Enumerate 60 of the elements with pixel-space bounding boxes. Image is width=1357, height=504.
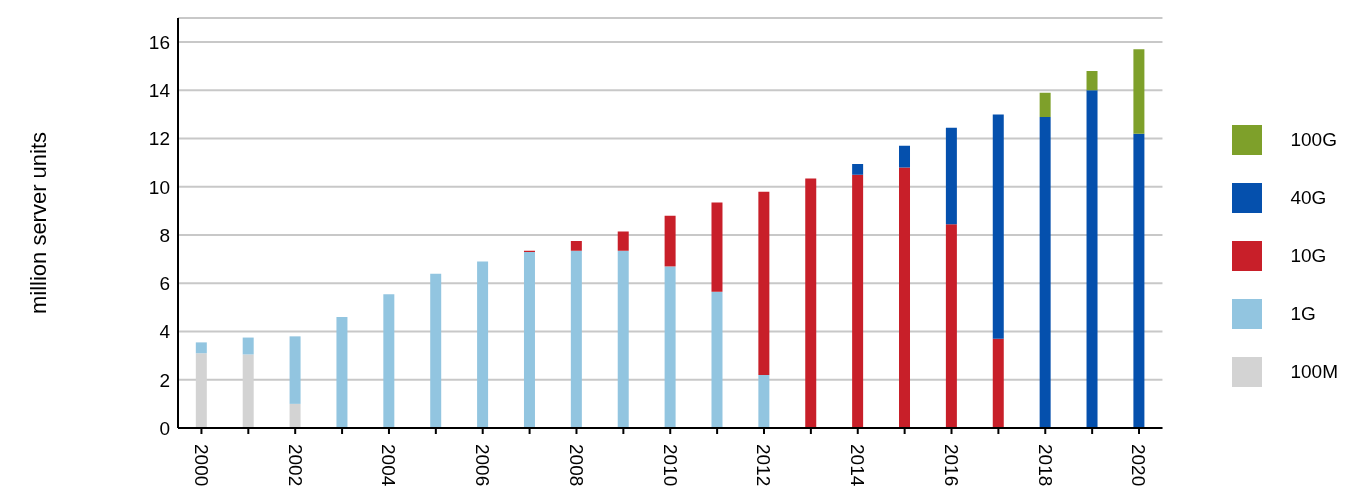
bar [992,114,1004,339]
bar [852,163,864,175]
y-tick-label: 4 [159,321,171,343]
x-tick-label: 2006 [472,444,494,487]
bar [758,374,770,428]
x-tick-label: 2016 [940,444,962,487]
bar [664,215,676,267]
bar [711,202,723,292]
bar [430,273,442,428]
bar [1086,71,1098,91]
y-tick-label: 0 [159,417,170,439]
bar [617,231,629,251]
x-tick-label: 2014 [847,444,869,487]
x-tick-label: 2000 [190,444,212,487]
y-axis-title: million server units [25,131,51,315]
bar [570,250,582,428]
bar [289,336,301,404]
bar [1133,49,1145,134]
bar [899,167,911,428]
y-tick-label: 10 [148,176,170,198]
legend-label: 100M [1290,360,1338,383]
y-tick-label: 2 [159,369,170,391]
bar [336,317,348,428]
x-tick-label: 2018 [1034,444,1056,487]
legend-label: 1G [1290,302,1316,325]
legend-label: 10G [1290,244,1327,267]
legend-label: 40G [1290,186,1327,209]
bar [899,145,911,168]
bar [242,337,254,355]
bar [383,294,395,428]
bar [617,250,629,428]
bar [195,342,207,354]
bar [758,191,770,375]
y-tick-label: 14 [148,80,171,102]
y-tick-label: 6 [159,273,170,295]
bar [1039,116,1051,428]
x-tick-label: 2012 [753,444,775,487]
legend-label: 100G [1290,128,1337,151]
bar [945,127,957,225]
x-tick-label: 2004 [378,444,400,487]
bar [1039,92,1051,117]
bar [664,266,676,428]
bar [289,403,301,428]
x-tick-label: 2010 [659,444,681,487]
bar [1086,90,1098,428]
bar [523,251,535,428]
x-tick-label: 2008 [565,444,587,487]
bar [477,261,489,428]
bar [1133,133,1145,428]
bar [805,178,817,428]
bar [945,224,957,428]
y-tick-label: 16 [148,31,170,53]
x-tick-label: 2020 [1128,444,1150,487]
bar [992,338,1004,428]
bar [852,174,864,428]
y-tick-label: 12 [148,128,170,150]
y-tick-label: 8 [159,224,170,246]
bar [711,291,723,428]
bar [570,241,582,251]
x-tick-label: 2002 [284,444,306,487]
